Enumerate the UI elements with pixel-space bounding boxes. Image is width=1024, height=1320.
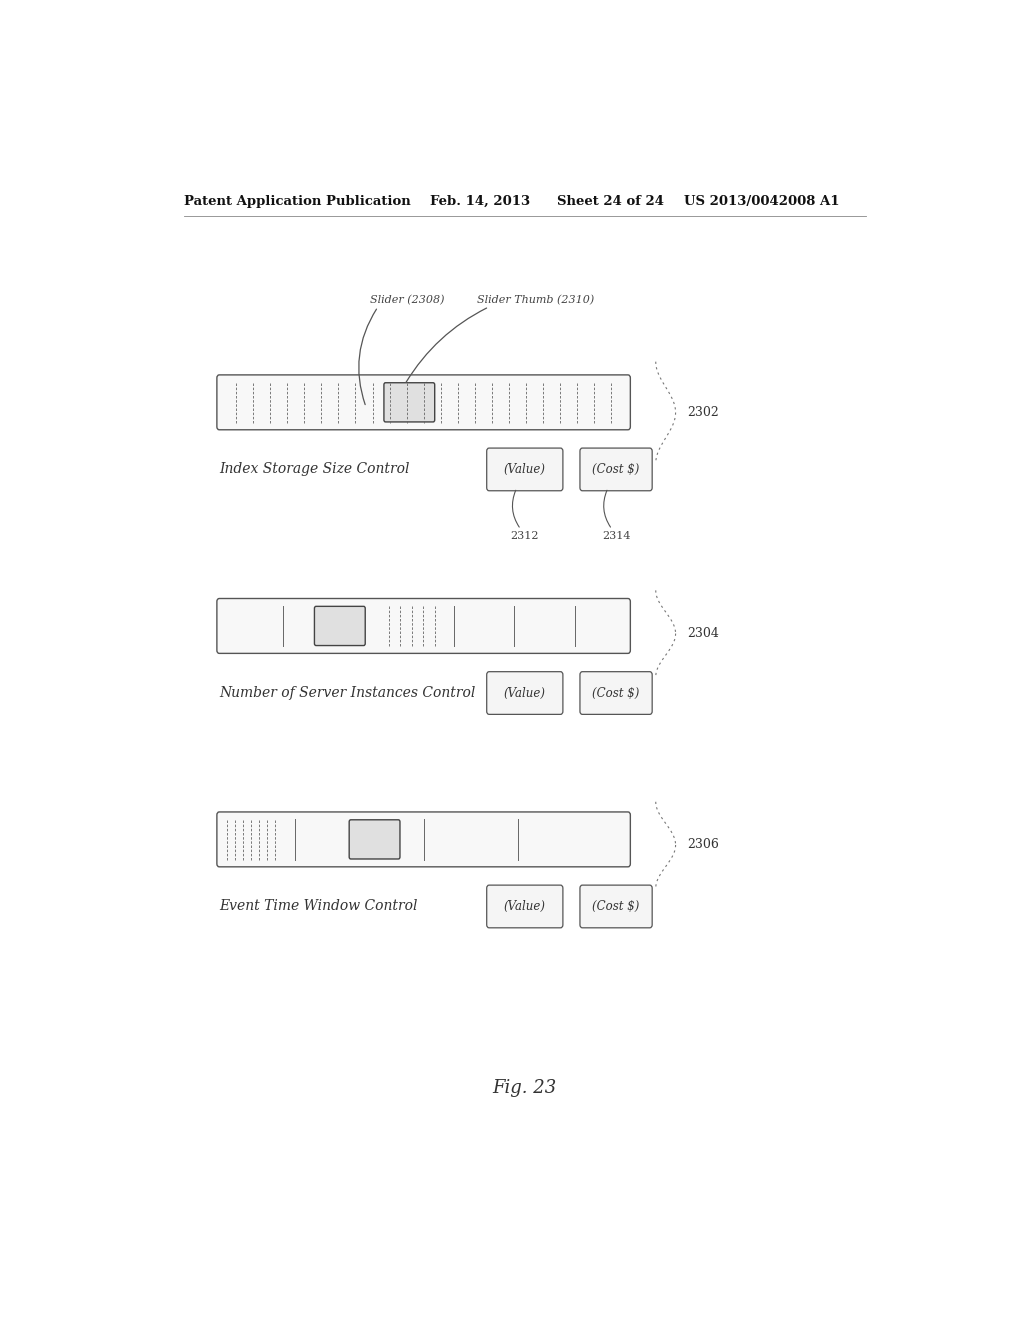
- Text: (Value): (Value): [504, 686, 546, 700]
- FancyBboxPatch shape: [486, 886, 563, 928]
- Text: (Value): (Value): [504, 463, 546, 477]
- Text: Event Time Window Control: Event Time Window Control: [219, 899, 418, 913]
- Text: (Cost $): (Cost $): [592, 686, 640, 700]
- Text: US 2013/0042008 A1: US 2013/0042008 A1: [684, 194, 839, 207]
- FancyBboxPatch shape: [314, 606, 366, 645]
- Text: 2306: 2306: [687, 838, 720, 851]
- FancyBboxPatch shape: [486, 447, 563, 491]
- Text: 2312: 2312: [511, 532, 539, 541]
- FancyBboxPatch shape: [217, 812, 631, 867]
- Text: Sheet 24 of 24: Sheet 24 of 24: [557, 194, 664, 207]
- Text: Number of Server Instances Control: Number of Server Instances Control: [219, 686, 475, 700]
- FancyBboxPatch shape: [580, 447, 652, 491]
- Text: Slider (2308): Slider (2308): [370, 294, 444, 305]
- Text: Slider Thumb (2310): Slider Thumb (2310): [477, 294, 595, 305]
- Text: Patent Application Publication: Patent Application Publication: [183, 194, 411, 207]
- Text: Feb. 14, 2013: Feb. 14, 2013: [430, 194, 529, 207]
- Text: 2304: 2304: [687, 627, 720, 640]
- Text: Fig. 23: Fig. 23: [493, 1080, 557, 1097]
- Text: (Cost $): (Cost $): [592, 900, 640, 913]
- Text: 2314: 2314: [602, 532, 631, 541]
- FancyBboxPatch shape: [384, 383, 435, 422]
- Text: Index Storage Size Control: Index Storage Size Control: [219, 462, 410, 477]
- FancyBboxPatch shape: [486, 672, 563, 714]
- FancyBboxPatch shape: [580, 672, 652, 714]
- FancyBboxPatch shape: [349, 820, 400, 859]
- FancyBboxPatch shape: [217, 375, 631, 430]
- Text: (Cost $): (Cost $): [592, 463, 640, 477]
- Text: 2302: 2302: [687, 407, 719, 418]
- FancyBboxPatch shape: [217, 598, 631, 653]
- FancyBboxPatch shape: [580, 886, 652, 928]
- Text: (Value): (Value): [504, 900, 546, 913]
